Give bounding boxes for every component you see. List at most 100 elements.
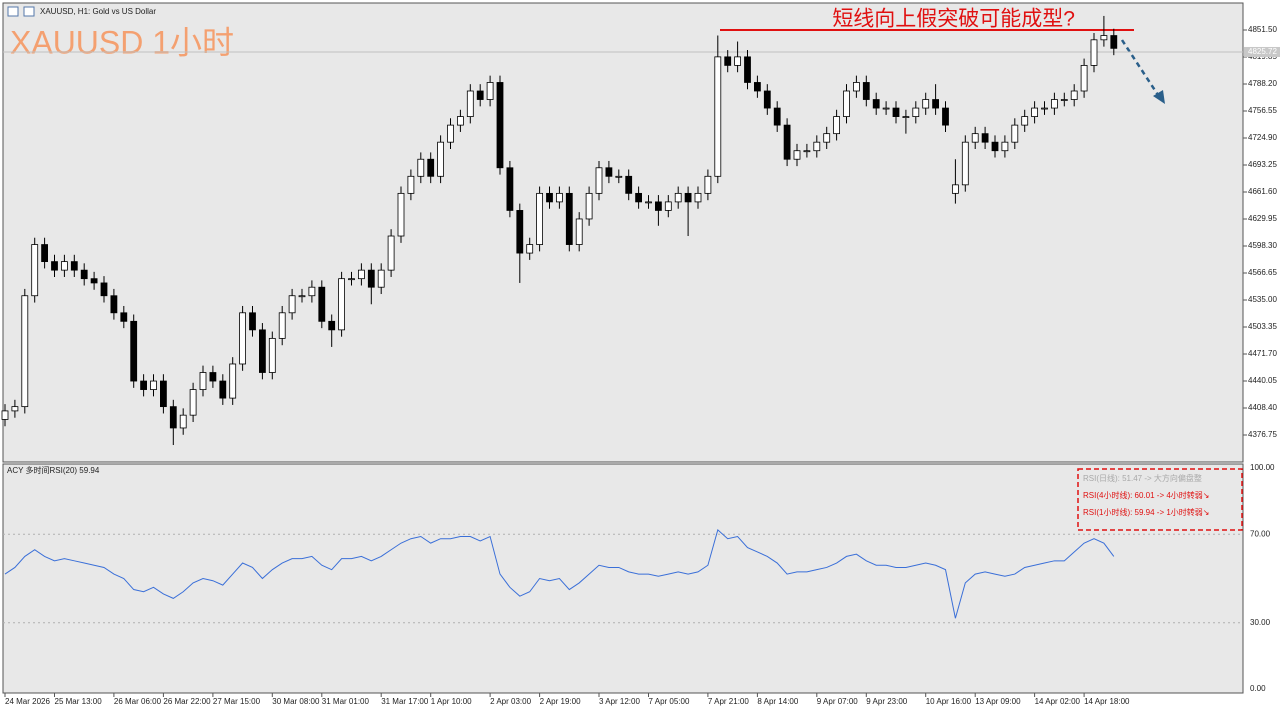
y-tick-label: 4535.00	[1248, 295, 1277, 304]
current-price-tag	[1244, 46, 1280, 57]
candle-body	[11, 406, 19, 412]
x-tick-label: 9 Apr 23:00	[866, 697, 907, 706]
y-tick-label: 4724.90	[1248, 133, 1277, 142]
candle-body	[674, 192, 682, 203]
candle-body	[377, 269, 385, 288]
candle-body	[61, 261, 68, 271]
candle-body	[803, 150, 811, 153]
candle-body	[466, 90, 474, 117]
candle-body	[21, 295, 29, 408]
candle-body	[1080, 65, 1088, 92]
page-title: XAUUSD 1小时	[10, 24, 234, 60]
candle-body	[1031, 107, 1038, 117]
candle-body	[159, 380, 167, 408]
candle-body	[833, 116, 840, 135]
candle-body	[150, 380, 157, 390]
candle-body	[278, 312, 286, 339]
candle-body	[684, 192, 692, 203]
x-tick-label: 2 Apr 03:00	[490, 697, 531, 706]
y-tick-label: 4408.40	[1248, 403, 1277, 412]
annotation: 短线向上假突破可能成型?	[832, 8, 1075, 31]
candle-body	[239, 312, 247, 365]
candle-body	[1051, 99, 1058, 109]
x-tick-label: 14 Apr 02:00	[1035, 697, 1081, 706]
candle-body	[536, 192, 543, 245]
candle-body	[1021, 116, 1029, 126]
candle-body	[694, 192, 702, 203]
candle-body	[486, 82, 494, 100]
arrow	[1120, 39, 1162, 99]
candle-body	[1041, 107, 1048, 110]
y-tick-label: 4788.20	[1248, 79, 1277, 88]
candle-body	[1001, 141, 1009, 152]
x-tick-label: 14 Apr 18:00	[1084, 697, 1130, 706]
candle-body	[971, 133, 979, 143]
y-tick-label: 70.00	[1250, 529, 1271, 538]
y-tick-label: 4598.30	[1248, 241, 1277, 250]
candle-body	[407, 175, 415, 194]
candle-body	[189, 389, 197, 416]
candle-body	[199, 372, 207, 390]
candle-body	[1011, 124, 1019, 143]
x-tick-label: 7 Apr 05:00	[649, 697, 690, 706]
candle-body	[348, 278, 355, 281]
candle-body	[991, 141, 999, 152]
candle-body	[942, 107, 949, 126]
candle-body	[1070, 90, 1078, 100]
candle-body	[556, 192, 563, 203]
candle-body	[734, 56, 741, 66]
price-panel	[2, 2, 1244, 463]
candle-body	[704, 175, 712, 194]
candle-body	[823, 133, 831, 143]
symbol-label: XAUUSD, H1: Gold vs US Dollar	[40, 7, 156, 16]
candle-body	[793, 150, 801, 160]
x-tick-label: 30 Mar 08:00	[272, 697, 320, 706]
candle-body	[1090, 39, 1098, 66]
candle-body	[595, 167, 603, 194]
note: RSI(日线): 51.47 -> 大方向偏盘整	[1083, 473, 1202, 483]
candle-body	[476, 90, 484, 100]
candle-body	[51, 261, 58, 271]
candle-body	[41, 244, 48, 263]
candle-body	[169, 406, 177, 429]
x-tick-label: 3 Apr 12:00	[599, 697, 640, 706]
candle-body	[288, 295, 296, 314]
candle-body	[575, 218, 583, 245]
candle-body	[546, 192, 553, 203]
x-tick-label: 1 Apr 10:00	[431, 697, 472, 706]
note: RSI(1小时线): 59.94 -> 1小时转弱↘	[1083, 507, 1210, 517]
candle-body	[209, 372, 217, 382]
y-tick-label: 4471.70	[1248, 349, 1277, 358]
candle-body	[773, 107, 781, 126]
x-tick-label: 13 Apr 09:00	[975, 697, 1021, 706]
current-price-label: 4825.72	[1248, 47, 1277, 56]
candle-body	[417, 158, 425, 177]
candle-body	[308, 286, 316, 297]
x-tick-label: 26 Mar 06:00	[114, 697, 162, 706]
candle-body	[298, 295, 306, 298]
y-tick-label: 0.00	[1250, 684, 1266, 693]
x-tick-label: 2 Apr 19:00	[540, 697, 581, 706]
icon	[23, 6, 35, 17]
candle-body	[328, 320, 336, 331]
candle-body	[387, 235, 395, 271]
x-tick-label: 8 Apr 14:00	[757, 697, 798, 706]
candle-body	[922, 99, 930, 109]
candle-body	[179, 414, 187, 429]
y-tick-label: 4693.25	[1248, 160, 1277, 169]
x-tick-label: 24 Mar 2026	[5, 697, 50, 706]
candle-body	[843, 90, 850, 117]
candle-body	[1110, 35, 1118, 49]
candle-body	[1100, 35, 1108, 41]
candle-body	[526, 244, 534, 254]
candle-body	[744, 56, 751, 83]
candle-body	[229, 363, 237, 399]
candle-body	[635, 192, 642, 203]
y-tick-label: 4566.65	[1248, 268, 1277, 277]
candle-body	[31, 244, 39, 297]
x-tick-label: 9 Apr 07:00	[817, 697, 858, 706]
candle-body	[130, 320, 138, 382]
candle-body	[645, 201, 652, 204]
note: RSI(4小时线): 60.01 -> 4小时转弱↘	[1083, 490, 1210, 500]
